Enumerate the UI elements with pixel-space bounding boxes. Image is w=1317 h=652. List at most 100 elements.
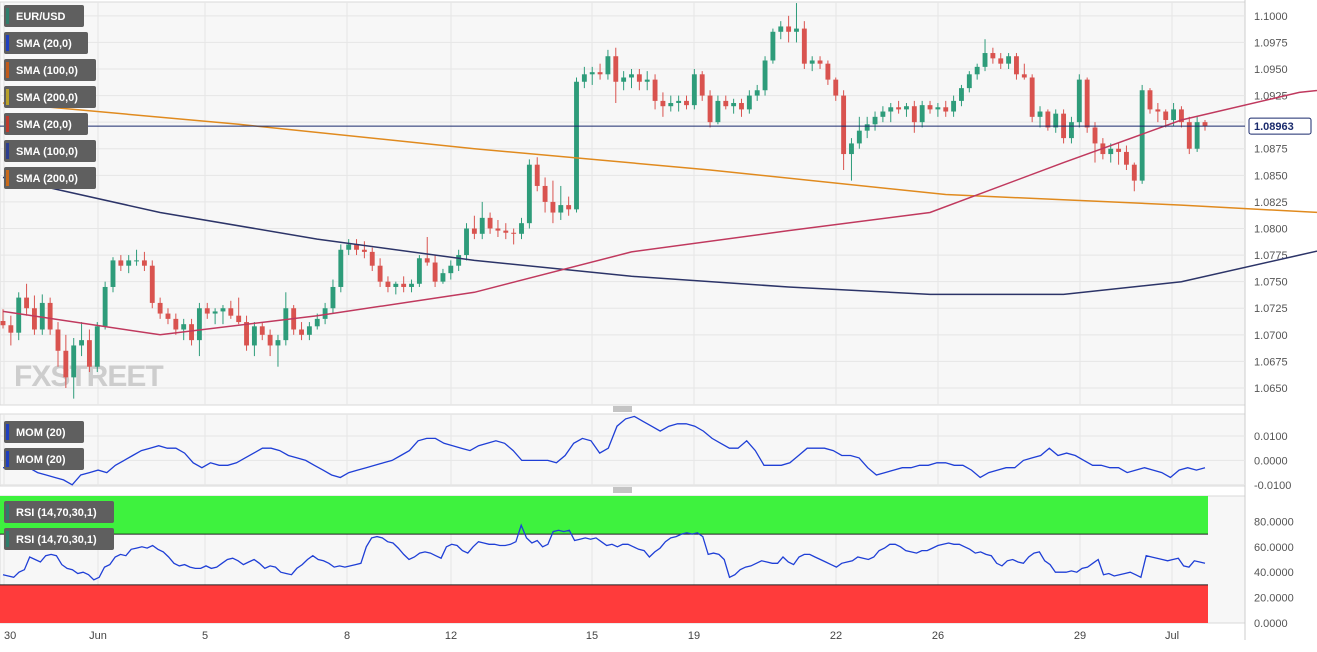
candle [157,297,163,319]
candle-body [487,217,493,229]
candle [959,84,964,107]
legend-box [4,528,114,550]
candle [369,247,375,272]
x-tick-label: 29 [1074,630,1086,642]
candle-body [526,164,532,224]
candle-body [471,228,477,234]
y-tick-label: 1.0950 [1254,64,1288,76]
candle [1053,109,1059,133]
candle [1006,53,1012,69]
y-tick-label: 1.0800 [1254,223,1288,235]
candle [487,212,493,234]
candle-body [809,60,815,64]
candle [1029,74,1035,123]
candle [471,215,477,240]
candle [244,315,249,351]
x-tick-label: 15 [586,630,598,642]
legend-label: SMA (100,0) [16,146,78,158]
candle [676,95,682,112]
candle [1076,74,1082,128]
candle [39,294,45,335]
candle [849,138,854,181]
candle-body [24,297,30,309]
panel-splitter [613,487,632,493]
candle [636,68,642,91]
candle [684,95,689,110]
candle [63,334,69,388]
candle [566,196,572,216]
candle [778,21,784,40]
oversold-zone [0,584,1208,623]
candle-body [440,273,446,282]
candle [629,68,634,89]
y-tick-label: 60.0000 [1254,542,1294,554]
sma-100-line [2,176,1317,296]
candle-body [684,100,689,106]
x-tick-label: 8 [344,630,350,642]
x-tick-label: 30 [4,630,16,642]
candle-body [1037,111,1043,117]
candle-body [244,322,249,346]
candle [424,236,430,266]
legend-box [4,501,114,523]
candle-body [888,107,894,112]
candle-body [79,340,84,346]
candle-body [71,345,77,378]
legend-label: SMA (100,0) [16,65,78,77]
candle-body [652,79,658,101]
candle-body [927,105,933,110]
panel-background [0,1,1246,406]
candle-body [911,106,917,123]
candle [731,98,737,114]
candle [189,318,194,346]
candle [998,53,1004,69]
candle-body [1108,148,1114,155]
current-price-badge [1248,117,1312,135]
candle-body [228,308,234,316]
candle-body [731,103,737,107]
candle [228,300,234,319]
candle-body [990,53,996,59]
y-tick-label: 1.0925 [1254,91,1288,103]
sma-20-line [2,89,1317,336]
candle [464,223,469,261]
candle [762,56,768,96]
candle-body [581,74,587,82]
candle-body [424,258,430,263]
candle [181,318,187,341]
candle [299,322,304,341]
candle-body [542,185,548,202]
candle-body [416,258,422,284]
candle [794,3,799,43]
candle-body [943,107,949,112]
candle [801,21,807,69]
candle [833,77,839,101]
candle-body [1069,122,1074,139]
candle-body [1116,148,1122,152]
candle-body [55,329,61,351]
legend-box [4,113,88,135]
candle [1178,106,1184,128]
candle-body [1014,56,1019,75]
candle-body [699,74,705,96]
candle [825,60,831,85]
candle-body [621,77,627,82]
candle-body [1202,122,1208,127]
legend-box [4,448,84,470]
candle-body [1092,127,1098,144]
candle [699,71,705,101]
y-tick-label: 1.0875 [1254,144,1288,156]
candle [0,309,6,329]
legend-label: RSI (14,70,30,1) [16,534,97,546]
candle-body [393,283,399,287]
candle [856,116,862,149]
candle-body [346,244,352,250]
candle-body [94,326,100,367]
current-price-label: 1.08963 [1254,121,1294,133]
legend-item: MOM (20) [4,448,84,470]
candle-body [707,95,713,123]
candle [126,255,132,274]
candle-body [1147,90,1153,110]
candle [904,103,909,117]
